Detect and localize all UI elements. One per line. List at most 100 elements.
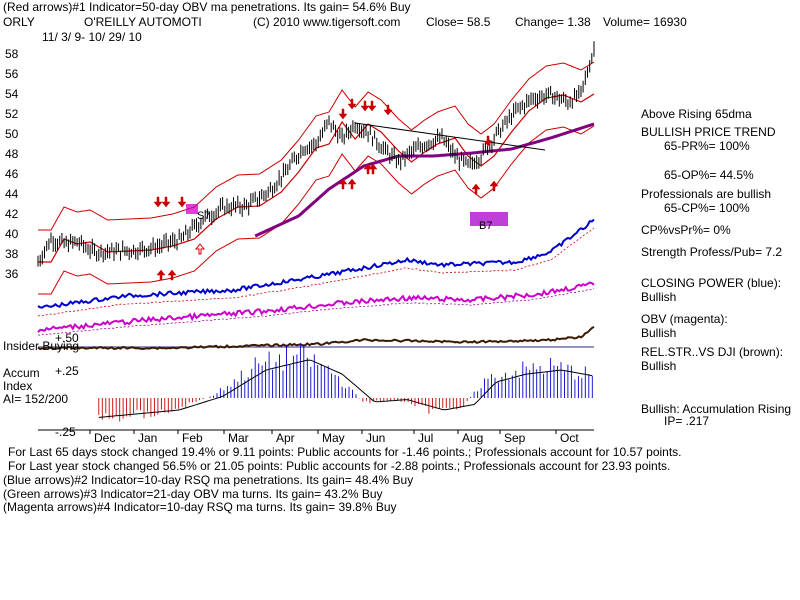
company-name: O'REILLY AUTOMOTI	[84, 15, 202, 29]
plus-50-label: +.50	[55, 331, 79, 345]
closing-power-status: Bullish	[641, 290, 677, 304]
month-tick-label: May	[322, 431, 345, 445]
price-tick-label: 42	[5, 207, 19, 221]
closing-power-ma	[37, 228, 595, 317]
relstr-label: REL.STR..VS DJI (brown):	[641, 345, 784, 359]
month-tick-label: Jul	[418, 431, 433, 445]
change-value: Change= 1.38	[515, 15, 591, 29]
buy-arrow-icon	[156, 269, 166, 281]
obv-label: OBV (magenta):	[641, 312, 728, 326]
b7-label: B7	[479, 220, 492, 232]
sell-arrow-icon	[338, 108, 348, 120]
obv-line	[37, 281, 595, 333]
lower-band-line	[38, 125, 595, 295]
accum-label: Accum	[3, 366, 40, 380]
summary-year: For Last year stock changed 56.5% or 21.…	[8, 459, 671, 473]
sell-arrow-icon	[383, 104, 393, 116]
accumulation-ma	[98, 359, 593, 418]
buy-arrow-icon	[194, 243, 206, 255]
price-tick-label: 52	[5, 107, 19, 121]
b7-magenta-marker	[470, 212, 508, 226]
price-tick-label: 44	[5, 187, 19, 201]
accumulation-histogram	[98, 343, 593, 422]
indicator-4-title: (Magenta arrows)#4 Indicator=10-day RSQ …	[3, 500, 397, 514]
accumulation-status: Bullish: Accumulation Rising	[641, 402, 792, 416]
ma65-line	[254, 122, 595, 238]
sell-arrow-icon	[347, 98, 357, 110]
closing-power-label: CLOSING POWER (blue):	[641, 276, 782, 290]
indicator-1-title: (Red arrows)#1 Indicator=50-day OBV ma p…	[3, 0, 411, 14]
indicator-3-title: (Green arrows)#3 Indicator=21-day OBV ma…	[3, 487, 383, 501]
pr-value: 65-PR%= 100%	[664, 139, 750, 153]
strength-ratio: Strength Profess/Pub= 7.2	[641, 245, 783, 259]
volume-value: Volume= 16930	[603, 15, 687, 29]
pros-label: Professionals are bullish	[641, 187, 772, 201]
month-tick-label: Feb	[182, 431, 203, 445]
s7-signal-marker: S7	[186, 204, 210, 222]
sell-arrow-icon	[161, 196, 171, 208]
signal-arrows	[153, 98, 499, 281]
price-bars	[37, 41, 595, 267]
price-tick-label: 36	[5, 267, 19, 281]
price-tick-label: 48	[5, 147, 19, 161]
sell-arrow-icon	[153, 196, 163, 208]
upper-band-line	[38, 61, 595, 231]
sell-arrow-icon	[367, 100, 377, 112]
sell-arrow-icon	[483, 135, 493, 147]
price-tick-label: 40	[5, 227, 19, 241]
month-tick-label: Oct	[560, 431, 579, 445]
buy-arrow-icon	[368, 163, 378, 175]
relative-strength-line	[37, 325, 595, 351]
ai-value: AI= 152/200	[3, 392, 69, 406]
summary-65-day: For Last 65 days stock changed 19.4% or …	[8, 445, 682, 459]
obv-ma	[37, 288, 595, 336]
obv-status: Bullish	[641, 326, 677, 340]
closing-power-line	[37, 218, 595, 309]
price-y-axis: 36 38 40 42 44 46 48 50 52 54 56 58	[5, 47, 19, 281]
cp-value: 65-CP%= 100%	[664, 201, 750, 215]
b7-signal-marker: B7	[470, 212, 508, 232]
trendline	[354, 122, 546, 151]
price-tick-label: 50	[5, 127, 19, 141]
buy-arrow-icon	[363, 163, 373, 175]
price-tick-label: 56	[5, 67, 19, 81]
month-tick-label: Aug	[462, 431, 483, 445]
ma21-line	[38, 93, 595, 263]
month-tick-label: Dec	[94, 431, 115, 445]
month-tick-label: Jun	[366, 431, 385, 445]
price-tick-label: 58	[5, 47, 19, 61]
ticker: ORLY	[3, 15, 35, 29]
indicator-2-title: (Blue arrows)#2 Indicator=10-day RSQ ma …	[3, 473, 414, 487]
buy-arrow-icon	[167, 269, 177, 281]
month-x-axis: Dec Jan Feb Mar Apr May Jun Jul Aug Sep Oct	[89, 430, 579, 445]
plus-25-label: +.25	[55, 364, 79, 378]
s7-magenta-marker	[186, 204, 198, 214]
price-tick-label: 54	[5, 87, 19, 101]
above-rising-label: Above Rising 65dma	[641, 107, 752, 121]
buy-arrow-icon	[471, 183, 481, 195]
sell-arrow-icon	[360, 100, 370, 112]
sell-arrow-icon	[177, 196, 187, 208]
copyright: (C) 2010 www.tigersoft.com	[253, 15, 401, 29]
trend-title: BULLISH PRICE TREND	[641, 125, 776, 139]
date-range: 11/ 3/ 9- 10/ 29/ 10	[42, 30, 142, 44]
index-label: Index	[3, 379, 33, 393]
op-value: 65-OP%= 44.5%	[664, 168, 754, 182]
month-tick-label: Sep	[504, 431, 526, 445]
s7-label: S7	[197, 210, 210, 222]
month-tick-label: Jan	[138, 431, 157, 445]
buy-arrow-icon	[338, 178, 348, 190]
buy-arrow-icon	[489, 180, 499, 192]
buy-arrow-icon	[347, 178, 357, 190]
ip-value: IP= .217	[664, 414, 710, 428]
cp-vs-pr: CP%vsPr%= 0%	[641, 223, 731, 237]
relstr-status: Bullish	[641, 359, 677, 373]
close-value: Close= 58.5	[426, 15, 491, 29]
price-tick-label: 46	[5, 167, 19, 181]
minus-25-label: -.25	[55, 425, 76, 439]
month-tick-label: Mar	[228, 431, 249, 445]
price-tick-label: 38	[5, 247, 19, 261]
insider-buying-label: Insider Buying	[3, 339, 80, 353]
month-tick-label: Apr	[276, 431, 295, 445]
